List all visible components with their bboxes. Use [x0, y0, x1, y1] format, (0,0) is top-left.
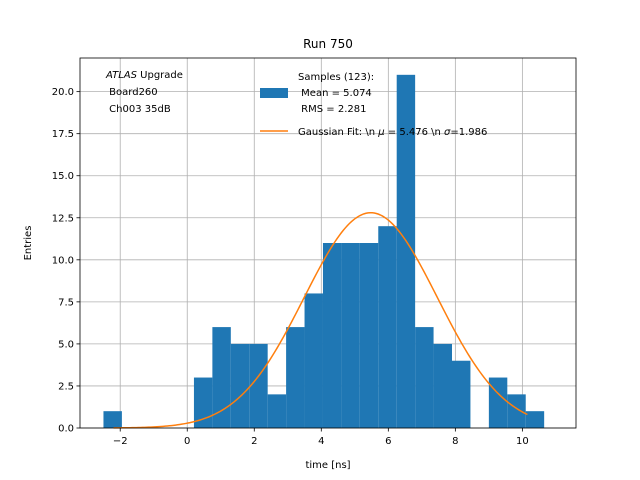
histogram-bars	[103, 74, 545, 429]
atlas-annotation: ATLAS Upgrade Board260 Ch003 35dB	[105, 70, 183, 115]
histogram-bar	[433, 343, 452, 428]
histogram-bar	[488, 377, 508, 428]
histogram-bar	[415, 327, 434, 428]
y-tick-label: 10.0	[52, 255, 74, 266]
y-tick-label: 20.0	[52, 87, 74, 98]
histogram-bar	[212, 327, 231, 428]
y-tick-label: 5.0	[58, 339, 74, 350]
atlas-label: ATLAS Upgrade	[105, 70, 183, 81]
y-tick-label: 7.5	[58, 297, 74, 308]
axis-ticks: −2 0 2 4 6 8 10 0.0 2.5 5.0 7.5 10.0 12.5 15.0 17.5 20.…	[52, 87, 529, 447]
histogram-bar	[378, 226, 397, 428]
legend-rms: RMS = 2.281	[298, 104, 366, 115]
atlas-italic: ATLAS	[105, 70, 138, 81]
x-tick-label: 10	[516, 436, 529, 447]
x-tick-label: 6	[385, 436, 391, 447]
histogram-bar	[396, 74, 416, 429]
fit-sigma-symbol: σ	[444, 127, 451, 138]
chart-title: Run 750	[303, 37, 353, 51]
legend-fit-label: Gaussian Fit: \n μ = 5.476 \n σ=1.986	[298, 127, 487, 138]
y-tick-label: 17.5	[52, 129, 74, 140]
histogram-bar	[322, 243, 342, 428]
histogram-bar	[267, 394, 287, 428]
histogram-bar	[507, 394, 526, 428]
histogram-bar	[103, 411, 122, 428]
histogram-bar	[249, 343, 268, 428]
legend-mean: Mean = 5.074	[298, 88, 372, 99]
atlas-suffix: Upgrade	[137, 70, 183, 81]
x-tick-label: 0	[184, 436, 190, 447]
plot-frame	[79, 57, 577, 429]
x-tick-label: 4	[318, 436, 324, 447]
fit-sigma-text: =1.986	[450, 127, 487, 138]
y-axis-label: Entries	[23, 226, 34, 261]
y-tick-label: 0.0	[58, 424, 74, 435]
histogram-bar	[304, 293, 323, 428]
gaussian-fit-line	[113, 211, 528, 429]
histogram-bar	[286, 327, 305, 428]
histogram-bar	[341, 243, 360, 428]
x-tick-label: −2	[113, 436, 128, 447]
histogram-bar	[525, 411, 545, 428]
legend-samples-title: Samples (123):	[298, 72, 374, 83]
histogram-bar	[193, 377, 213, 428]
x-axis-label: time [ns]	[305, 460, 350, 471]
gaussian-fit	[113, 211, 528, 429]
histogram-bar	[359, 243, 379, 428]
board-label: Board260	[106, 87, 158, 98]
y-tick-label: 2.5	[58, 381, 74, 392]
histogram-bar	[452, 360, 471, 428]
fit-mu-text: = 5.476 \n	[385, 127, 444, 138]
channel-label: Ch003 35dB	[106, 104, 171, 115]
y-tick-label: 15.0	[52, 171, 74, 182]
x-tick-label: 8	[452, 436, 458, 447]
legend-bar-swatch	[260, 88, 288, 98]
x-tick-label: 2	[251, 436, 257, 447]
fit-prefix: Gaussian Fit: \n	[298, 127, 378, 138]
fit-mu-symbol: μ	[377, 127, 384, 138]
histogram-bar	[230, 343, 250, 428]
y-tick-label: 12.5	[52, 213, 74, 224]
legend: Samples (123): Mean = 5.074 RMS = 2.281 …	[260, 72, 487, 138]
